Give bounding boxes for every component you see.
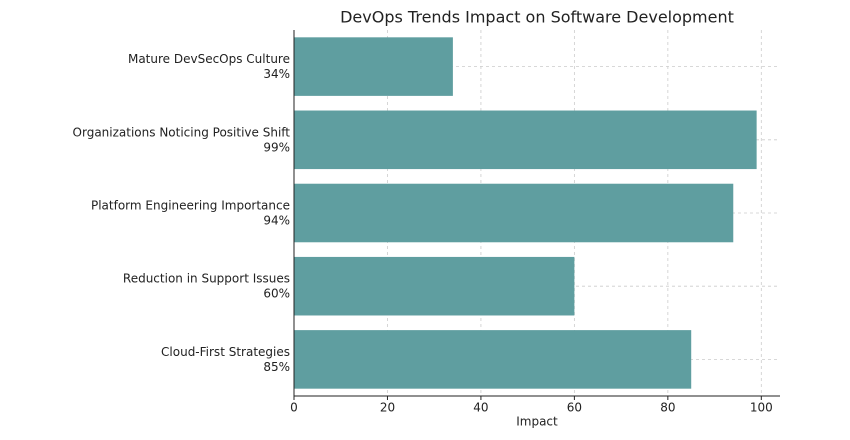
value-label: 94%: [263, 214, 290, 228]
y-tick-label: Cloud-First Strategies: [161, 345, 290, 359]
y-tick-label: Platform Engineering Importance: [91, 199, 290, 213]
value-label: 85%: [263, 360, 290, 374]
y-tick-label: Organizations Noticing Positive Shift: [73, 125, 291, 139]
value-label: 99%: [263, 140, 290, 154]
bar: [294, 37, 453, 96]
x-tick-label: 40: [473, 401, 488, 415]
value-label: 34%: [263, 67, 290, 81]
x-tick-label: 80: [660, 401, 675, 415]
bar: [294, 256, 575, 316]
bar: [294, 330, 692, 389]
bar: [294, 183, 734, 243]
x-tick-label: 100: [750, 401, 773, 415]
chart-title: DevOps Trends Impact on Software Develop…: [340, 8, 734, 27]
x-axis-label: Impact: [516, 415, 558, 429]
value-label: 60%: [263, 287, 290, 301]
x-tick-label: 20: [380, 401, 395, 415]
bar: [294, 110, 757, 170]
y-tick-label: Reduction in Support Issues: [123, 272, 290, 286]
x-tick-label: 60: [567, 401, 582, 415]
y-tick-label: Mature DevSecOps Culture: [128, 52, 290, 66]
x-tick-label: 0: [290, 401, 298, 415]
